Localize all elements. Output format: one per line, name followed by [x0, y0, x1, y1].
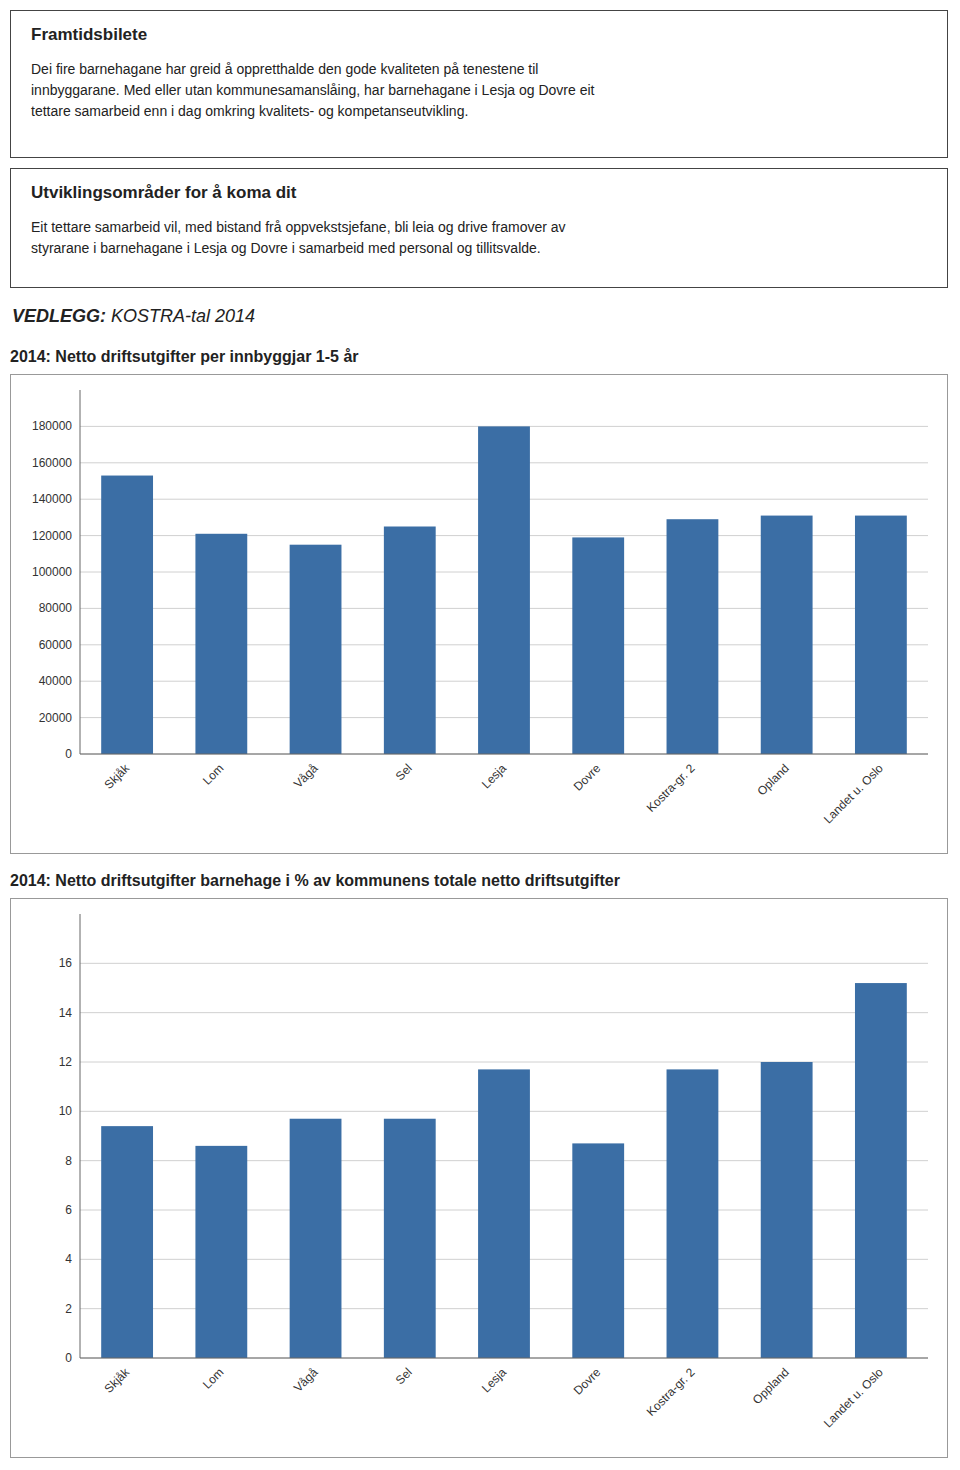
bars: [101, 426, 907, 754]
box-title: Framtidsbilete: [31, 25, 927, 45]
bar: [384, 1119, 436, 1358]
x-tick-label: Landet u. Oslo: [821, 1365, 886, 1430]
x-tick-label: Skjåk: [102, 1364, 133, 1395]
x-tick-label: Vågå: [291, 1365, 321, 1395]
y-tick-label: 80000: [39, 601, 73, 615]
y-axis-line: [80, 914, 81, 1358]
chart-frame: [11, 899, 948, 1458]
bar: [290, 1119, 342, 1358]
y-tick-label: 14: [59, 1006, 73, 1020]
y-tick-label: 16: [59, 956, 73, 970]
x-tick-label: Dovre: [571, 761, 604, 794]
bar: [101, 1126, 153, 1358]
y-tick-label: 60000: [39, 638, 73, 652]
y-tick-label: 0: [65, 747, 72, 761]
bar: [667, 519, 719, 754]
y-tick-label: 140000: [32, 492, 72, 506]
x-axis-line: [80, 754, 928, 755]
x-tick-label: Lesja: [479, 761, 509, 791]
chart-frame: [11, 375, 948, 854]
appendix-label: VEDLEGG: KOSTRA-tal 2014: [12, 306, 255, 327]
box-title: Utviklingsområder for å koma dit: [31, 183, 927, 203]
x-tick-label: Lom: [200, 1365, 226, 1391]
x-tick-label: Skjåk: [102, 760, 133, 791]
x-tick-label: Kostra-gr. 2: [644, 761, 698, 815]
bar: [101, 476, 153, 754]
x-tick-label: Lesja: [479, 1365, 509, 1395]
bar: [478, 426, 530, 754]
text-box: Framtidsbilete Dei fire barnehagane har g…: [10, 10, 948, 158]
grid-line: [80, 1012, 928, 1013]
bar: [384, 527, 436, 755]
bar: [761, 1062, 813, 1358]
y-tick-label: 12: [59, 1055, 73, 1069]
grid-line: [80, 754, 928, 755]
box-text: Eit tettare samarbeid vil, med bistand f…: [31, 217, 927, 259]
grid-line: [80, 1358, 928, 1359]
bar: [572, 537, 624, 754]
y-tick-label: 0: [65, 1351, 72, 1365]
page: {"header_boxes": [ {"title": "Framtidsbi…: [0, 0, 960, 1470]
y-tick-label: 180000: [32, 419, 72, 433]
y-tick-label: 4: [65, 1252, 72, 1266]
bar: [855, 983, 907, 1358]
x-tick-label: Dovre: [571, 1365, 604, 1398]
y-tick-label: 100000: [32, 565, 72, 579]
x-tick-label: Sel: [393, 761, 415, 783]
grid-line: [80, 963, 928, 964]
appendix-bold: VEDLEGG:: [12, 306, 111, 326]
x-tick-label: Vågå: [291, 761, 321, 791]
y-tick-label: 10: [59, 1104, 73, 1118]
bars: [101, 983, 907, 1358]
x-tick-label: Oppland: [750, 1365, 792, 1407]
appendix-text: KOSTRA-tal 2014: [111, 306, 255, 326]
y-tick-label: 160000: [32, 456, 72, 470]
x-tick-label: Landet u. Oslo: [821, 761, 886, 826]
bar: [855, 516, 907, 754]
bar: [761, 516, 813, 754]
y-tick-label: 120000: [32, 529, 72, 543]
chart: 0 20000 40000 60000 80000 100000 120000 140000 1…: [10, 374, 948, 854]
y-tick-label: 20000: [39, 711, 73, 725]
x-axis-line: [80, 1358, 928, 1359]
bar: [195, 534, 247, 754]
chart-title: 2014: Netto driftsutgifter per innbyggja…: [10, 348, 359, 366]
x-tick-label: Opland: [754, 761, 791, 798]
y-tick-label: 40000: [39, 674, 73, 688]
y-tick-label: 8: [65, 1154, 72, 1168]
chart: 0 2 4 6 8 10 12 14 16 Skjåk Lom Vågå Sel Lesja Dovre Ko…: [10, 898, 948, 1458]
x-tick-label: Kostra-gr. 2: [644, 1365, 698, 1419]
bar: [195, 1146, 247, 1358]
bar: [478, 1069, 530, 1358]
bar: [290, 545, 342, 754]
box-text: Dei fire barnehagane har greid å opprett…: [31, 59, 927, 122]
chart-title: 2014: Netto driftsutgifter barnehage i %…: [10, 872, 620, 890]
y-tick-label: 2: [65, 1302, 72, 1316]
x-tick-label: Sel: [393, 1365, 415, 1387]
text-box: Utviklingsområder for å koma dit Eit tett…: [10, 168, 948, 288]
x-tick-label: Lom: [200, 761, 226, 787]
bar: [667, 1069, 719, 1358]
bar: [572, 1143, 624, 1358]
y-axis-line: [80, 390, 81, 754]
y-tick-label: 6: [65, 1203, 72, 1217]
